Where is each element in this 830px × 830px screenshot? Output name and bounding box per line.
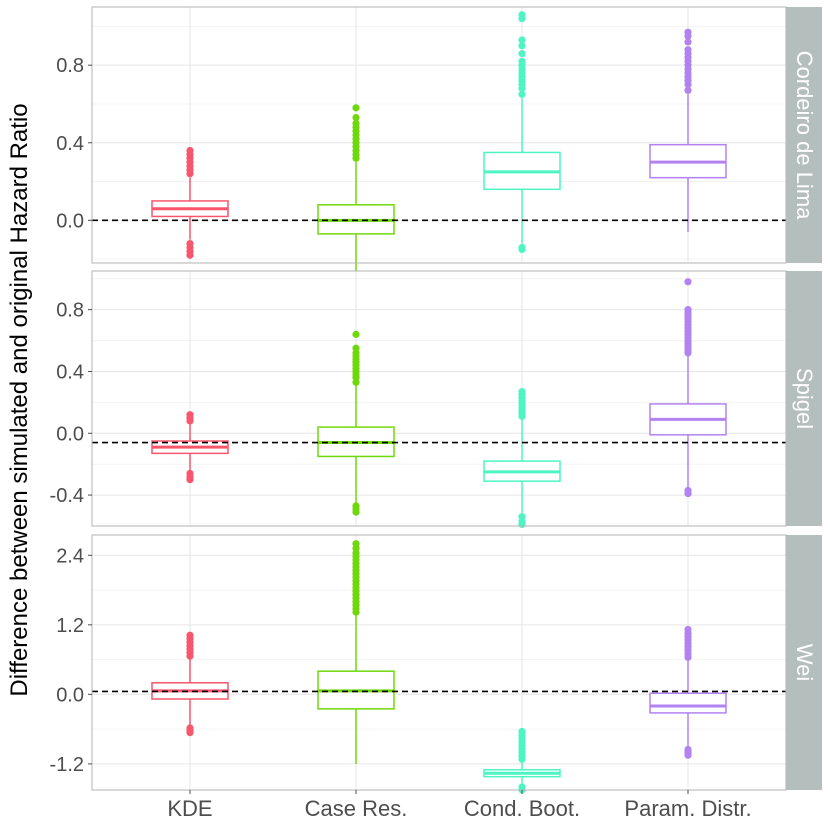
- outlier-point: [352, 119, 360, 127]
- outlier-point: [684, 38, 692, 46]
- box-iqr: [649, 692, 727, 714]
- outlier-point: [518, 520, 526, 529]
- y-tick-label: 2.4: [56, 545, 84, 567]
- outlier-point: [186, 251, 194, 259]
- y-tick-label: 0.0: [56, 423, 84, 445]
- x-tick-label: Param. Distr.: [624, 796, 751, 821]
- outlier-point: [518, 387, 526, 396]
- outlier-point: [684, 306, 692, 314]
- outlier-point: [684, 489, 692, 498]
- facet-strip: [786, 7, 822, 263]
- y-tick-label: 1.2: [56, 615, 84, 637]
- y-tick-label: 0.4: [56, 361, 84, 383]
- x-tick-label: Cond. Boot.: [464, 796, 580, 821]
- panel-background: [92, 7, 786, 263]
- y-tick-label: 0.0: [56, 684, 84, 706]
- outlier-point: [186, 631, 194, 639]
- outlier-point: [352, 344, 360, 352]
- outlier-point: [518, 245, 526, 254]
- outlier-point: [684, 278, 692, 286]
- outlier-point: [352, 508, 360, 516]
- outlier-point: [186, 729, 194, 737]
- outlier-point: [518, 49, 526, 58]
- y-tick-label: -1.2: [50, 754, 84, 776]
- outlier-point: [684, 28, 692, 36]
- outlier-point: [186, 146, 194, 155]
- outlier-point: [518, 42, 526, 50]
- outlier-point: [186, 476, 194, 484]
- outlier-point: [518, 57, 526, 65]
- x-tick-label: Case Res.: [305, 796, 408, 821]
- facet-strip: [786, 535, 822, 790]
- outlier-point: [684, 625, 692, 634]
- outlier-point: [518, 90, 526, 98]
- facet-label: Wei: [792, 644, 817, 682]
- y-tick-label: -0.4: [50, 485, 84, 507]
- facet-strip: [786, 271, 822, 526]
- outlier-point: [684, 751, 692, 759]
- outlier-point: [518, 36, 526, 44]
- outlier-point: [518, 11, 526, 19]
- y-tick-label: 0.0: [56, 210, 84, 232]
- panel-background: [92, 535, 786, 790]
- outlier-point: [352, 330, 360, 338]
- outlier-point: [684, 86, 692, 94]
- outlier-point: [352, 540, 360, 548]
- y-tick-label: 0.8: [56, 55, 84, 77]
- y-axis-title: Difference between simulated and origina…: [6, 103, 33, 696]
- panel-background: [92, 271, 786, 526]
- outlier-point: [518, 727, 526, 736]
- y-tick-label: 0.8: [56, 300, 84, 322]
- x-tick-label: KDE: [167, 796, 212, 821]
- y-tick-label: 0.4: [56, 133, 84, 155]
- facet-label: Spigel: [792, 368, 817, 429]
- outlier-point: [352, 113, 360, 122]
- outlier-point: [352, 104, 360, 112]
- outlier-point: [684, 46, 692, 54]
- outlier-point: [186, 411, 194, 419]
- facet-label: Cordeiro de Lima: [792, 51, 817, 221]
